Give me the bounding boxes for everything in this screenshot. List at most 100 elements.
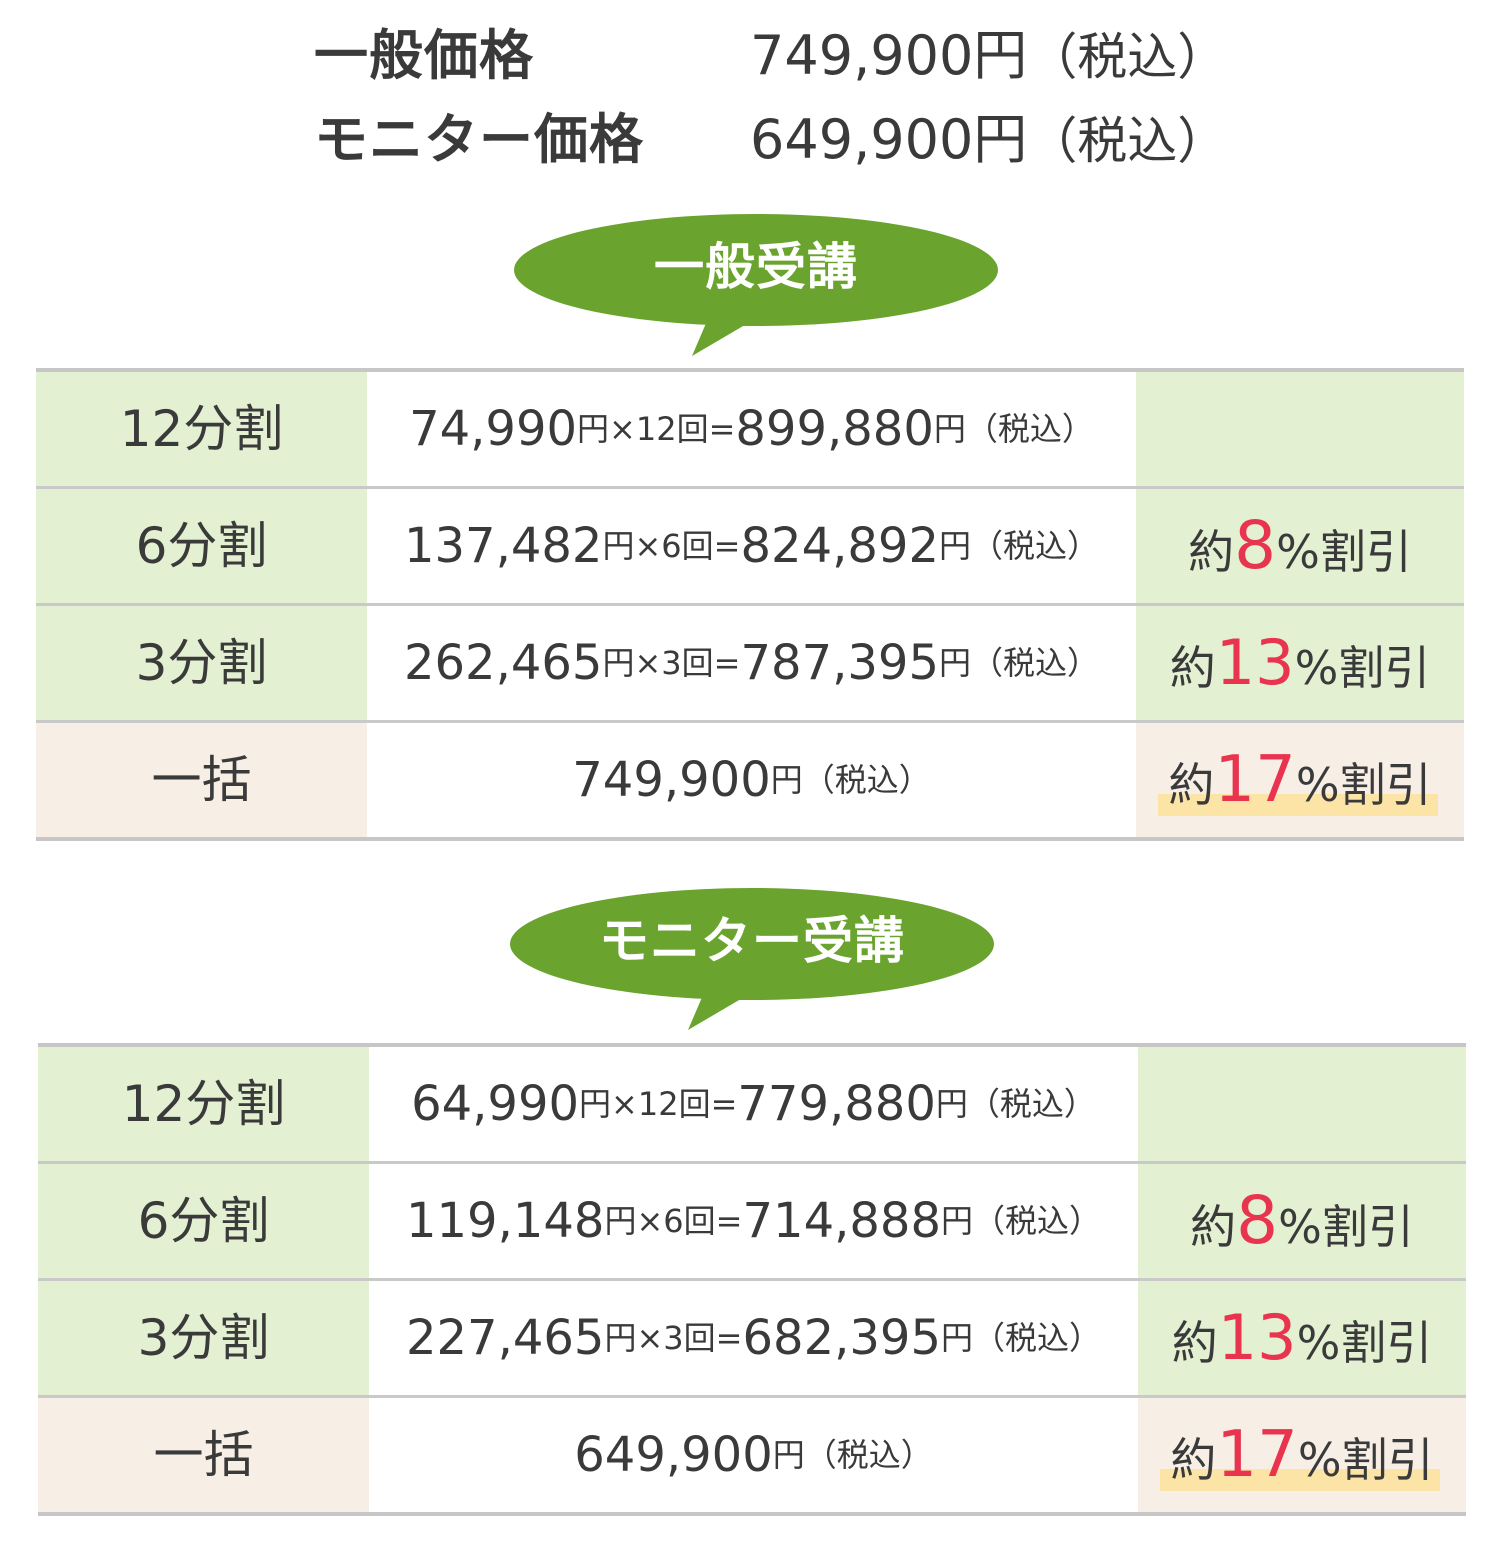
discount-cell: 約8%割引 <box>1136 489 1464 603</box>
installment-amount: 227,465 <box>405 1310 605 1366</box>
installment-unit: 円×6 <box>602 527 682 565</box>
plan-price: 64,990 円×12 回= 779,880 円 （税込） <box>369 1047 1138 1161</box>
total-tax: （税込） <box>971 644 1100 682</box>
total-tax: （税込） <box>967 1085 1096 1123</box>
discount-cell: 約13%割引 <box>1136 606 1464 720</box>
discount-prefix: 約 <box>1168 758 1215 812</box>
discount-cell: 約13%割引 <box>1138 1281 1466 1395</box>
plan-name: 12分割 <box>36 372 367 486</box>
total-tax: （税込） <box>973 1319 1102 1357</box>
discount-cell <box>1136 372 1464 486</box>
total-amount: 824,892 <box>740 518 939 574</box>
discount-suffix: %割引 <box>1294 641 1431 695</box>
table-row: 3分割 227,465 円×3 回= 682,395 円 （税込） 約13%割引 <box>38 1281 1466 1398</box>
discount-suffix: %割引 <box>1276 525 1412 579</box>
monitor-plan-table: 12分割 64,990 円×12 回= 779,880 円 （税込） 6分割 1… <box>38 1043 1466 1516</box>
total-amount: 899,880 <box>735 401 934 457</box>
plan-name: 12分割 <box>38 1047 369 1161</box>
installment-unit: 円×3 <box>602 644 682 682</box>
plan-price: 119,148 円×6 回= 714,888 円 （税込） <box>369 1164 1138 1278</box>
total-yen: 円 <box>933 410 966 448</box>
plan-price: 649,900 円 （税込） <box>369 1398 1138 1512</box>
general-price-amount: 749,900円 <box>750 24 1028 87</box>
installment-unit: 円×12 <box>577 410 677 448</box>
plan-price: 262,465 円×3 回= 787,395 円 （税込） <box>367 606 1136 720</box>
discount-percent: 13 <box>1215 626 1295 699</box>
plan-price: 137,482 円×6 回= 824,892 円 （税込） <box>367 489 1136 603</box>
total-yen: 円 <box>935 1085 968 1123</box>
table-row: 12分割 74,990 円×12 回= 899,880 円 （税込） <box>36 372 1464 489</box>
general-heading: 一般受講 <box>654 238 858 296</box>
discount-highlight <box>1160 1469 1440 1491</box>
discount-prefix: 約 <box>1170 1433 1217 1487</box>
discount-badge: 約13%割引 <box>1170 632 1431 694</box>
lump-yen: 円 <box>770 761 803 799</box>
plan-name: 一括 <box>36 723 367 837</box>
installment-times: 回= <box>683 1202 743 1240</box>
plan-name: 3分割 <box>36 606 367 720</box>
installment-times: 回= <box>681 527 741 565</box>
monitor-price-label-text: モニター価格 <box>314 108 644 171</box>
installment-amount: 74,990 <box>409 401 578 457</box>
total-tax: （税込） <box>973 1202 1102 1240</box>
plan-price: 74,990 円×12 回= 899,880 円 （税込） <box>367 372 1136 486</box>
price-summary: 一般価格 749,900円（税込） モニター価格 649,900円 （税込） <box>0 0 1500 200</box>
table-row: 6分割 119,148 円×6 回= 714,888 円 （税込） 約8%割引 <box>38 1164 1466 1281</box>
discount-cell: 約17%割引 <box>1136 723 1464 837</box>
discount-suffix: %割引 <box>1278 1200 1414 1254</box>
installment-times: 回= <box>683 1319 743 1357</box>
installment-amount: 119,148 <box>405 1193 605 1249</box>
installment-unit: 円×6 <box>604 1202 684 1240</box>
plan-price: 227,465 円×3 回= 682,395 円 （税込） <box>369 1281 1138 1395</box>
total-yen: 円 <box>940 1319 973 1357</box>
discount-percent: 8 <box>1234 507 1277 584</box>
discount-badge: 約8%割引 <box>1190 1188 1414 1254</box>
discount-badge: 約8%割引 <box>1188 513 1412 579</box>
plan-name: 3分割 <box>38 1281 369 1395</box>
monitor-price-label: モニター価格 <box>312 108 656 178</box>
general-price-row: 一般価格 749,900円（税込） <box>0 16 1500 96</box>
table-row: 一括 749,900 円 （税込） 約17%割引 <box>36 723 1464 837</box>
total-yen: 円 <box>938 644 971 682</box>
general-plan-table: 12分割 74,990 円×12 回= 899,880 円 （税込） 6分割 1… <box>36 368 1464 841</box>
monitor-price-amount: 649,900円 <box>750 108 1028 171</box>
discount-highlight <box>1158 794 1438 816</box>
discount-suffix: %割引 <box>1297 1433 1434 1487</box>
total-amount: 682,395 <box>742 1310 941 1366</box>
installment-times: 回= <box>681 644 741 682</box>
discount-prefix: 約 <box>1188 525 1235 579</box>
discount-suffix: %割引 <box>1296 1316 1433 1370</box>
table-row: 一括 649,900 円 （税込） 約17%割引 <box>38 1398 1466 1512</box>
general-price-value: 749,900円（税込） <box>750 24 1227 89</box>
monitor-heading: モニター受講 <box>599 912 905 970</box>
installment-unit: 円×12 <box>579 1085 679 1123</box>
speech-bubble-shape <box>514 214 998 356</box>
total-tax: （税込） <box>965 410 1094 448</box>
monitor-heading-bubble: モニター受講 <box>510 888 994 1030</box>
total-yen: 円 <box>938 527 971 565</box>
lump-amount: 649,900 <box>574 1427 773 1483</box>
plan-name: 6分割 <box>36 489 367 603</box>
total-amount: 779,880 <box>737 1076 936 1132</box>
discount-badge: 約17%割引 <box>1158 748 1438 816</box>
general-heading-bubble: 一般受講 <box>514 214 998 356</box>
total-tax: （税込） <box>971 527 1100 565</box>
discount-badge: 約13%割引 <box>1172 1307 1433 1369</box>
lump-tax: （税込） <box>802 761 931 799</box>
discount-prefix: 約 <box>1190 1200 1237 1254</box>
discount-badge: 約17%割引 <box>1160 1423 1440 1491</box>
discount-cell: 約8%割引 <box>1138 1164 1466 1278</box>
installment-unit: 円×3 <box>604 1319 684 1357</box>
general-price-tax: （税込） <box>1027 28 1228 86</box>
total-amount: 714,888 <box>742 1193 941 1249</box>
installment-amount: 262,465 <box>403 635 603 691</box>
general-price-label: 一般価格 <box>312 24 546 94</box>
discount-prefix: 約 <box>1169 641 1216 695</box>
plan-name: 一括 <box>38 1398 369 1512</box>
table-row: 3分割 262,465 円×3 回= 787,395 円 （税込） 約13%割引 <box>36 606 1464 723</box>
discount-percent: 13 <box>1217 1301 1297 1374</box>
discount-prefix: 約 <box>1171 1316 1218 1370</box>
discount-percent: 8 <box>1236 1182 1279 1259</box>
discount-percent: 17 <box>1216 1418 1298 1492</box>
lump-tax: （税込） <box>804 1436 933 1474</box>
